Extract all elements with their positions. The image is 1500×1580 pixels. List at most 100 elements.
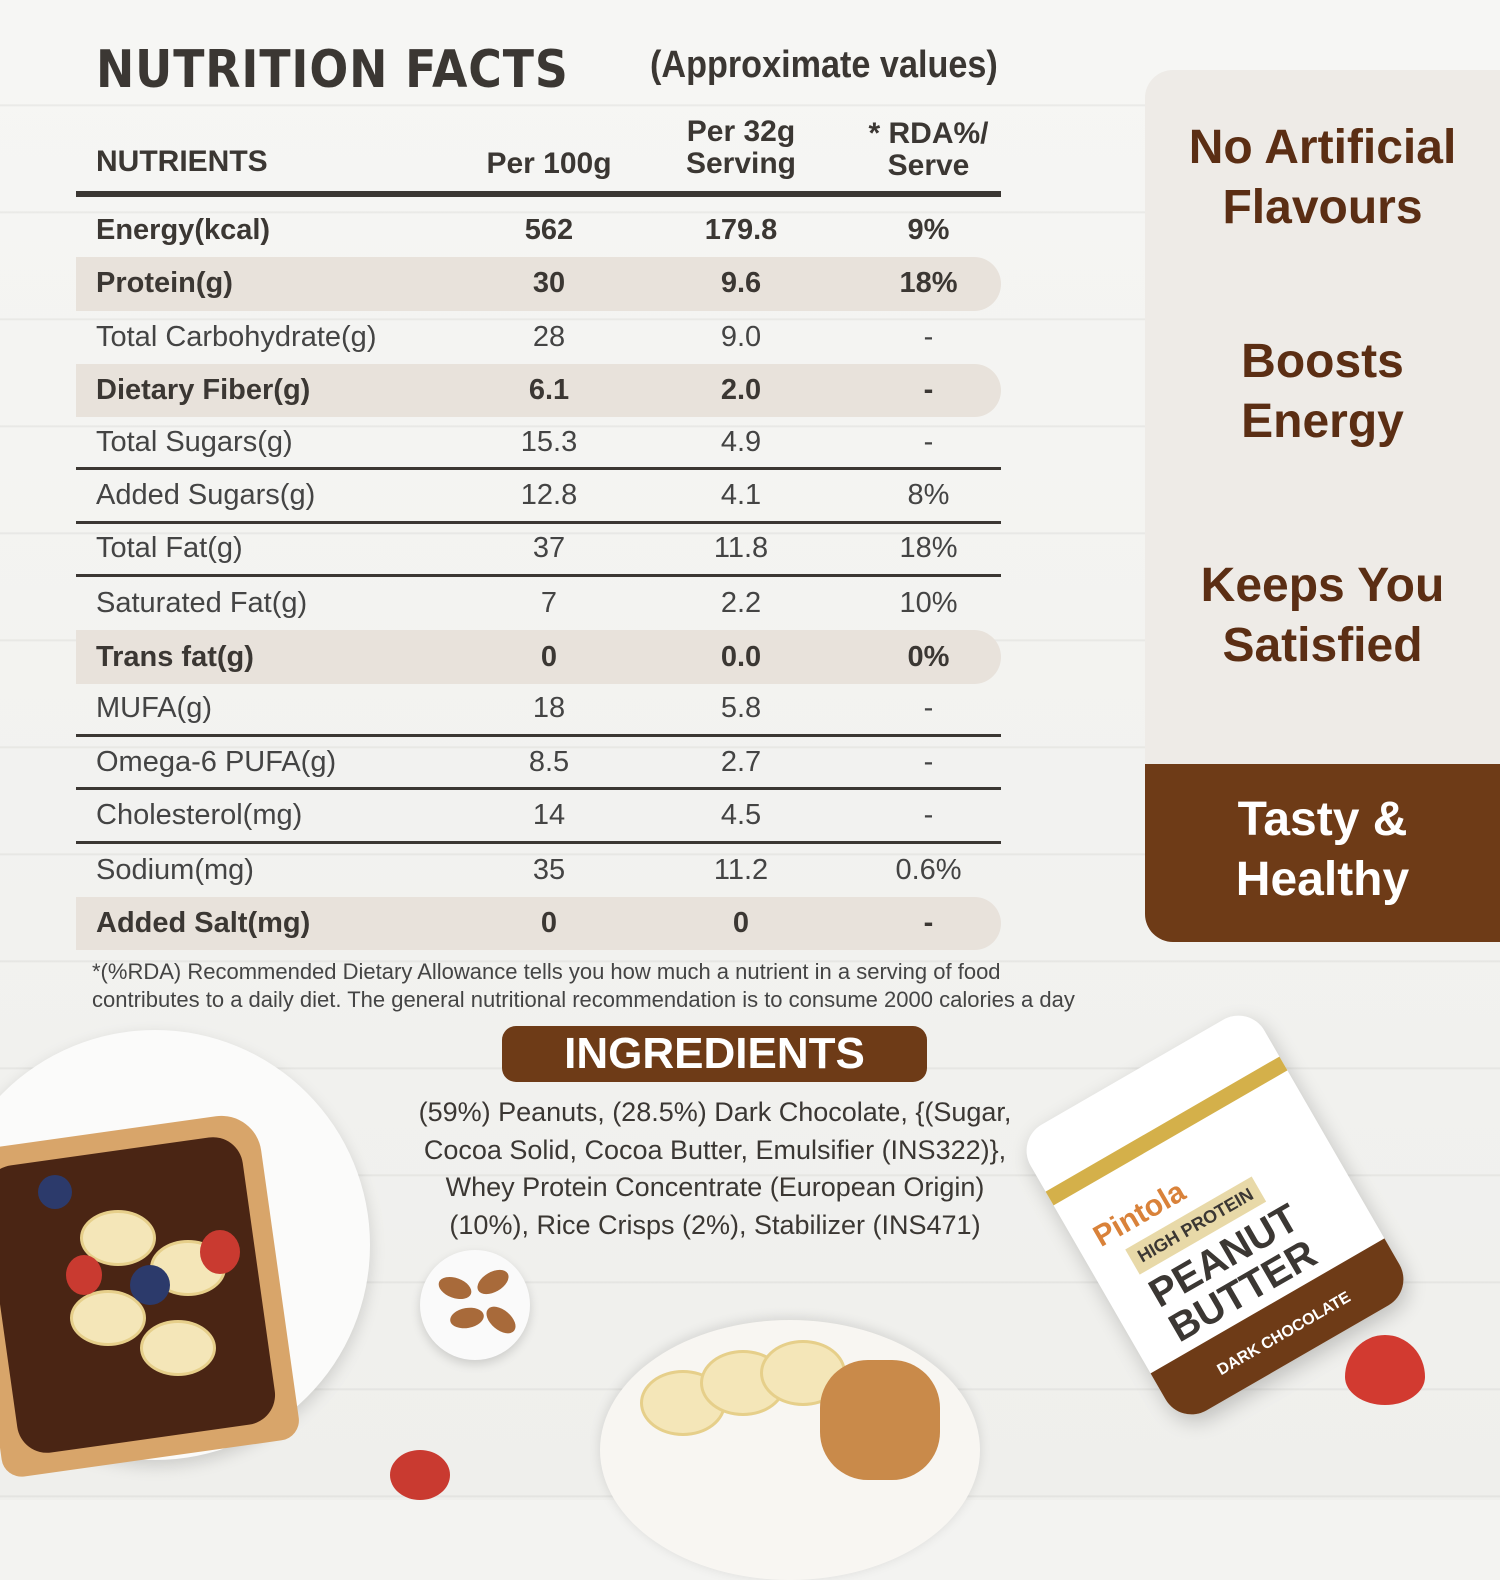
per-100g-value: 0: [540, 907, 558, 939]
per-serving-value: 2.0: [720, 374, 762, 407]
table-row: Protein(g) 30 9.6 18%: [76, 257, 1001, 311]
table-row: Dietary Fiber(g) 6.1 2.0 -: [76, 363, 1001, 418]
rda-value: 10%: [899, 587, 958, 620]
rda-value: -: [923, 320, 934, 353]
rda-value: -: [923, 798, 934, 831]
per-serving-value: 2.2: [720, 587, 762, 620]
nutrient-name: Cholesterol(mg): [96, 798, 303, 831]
ingredients-heading: INGREDIENTS: [502, 1026, 927, 1082]
rda-value: -: [923, 425, 934, 458]
rda-value: 8%: [907, 479, 950, 512]
column-header-per-100g: Per 100g: [486, 147, 612, 180]
table-row: MUFA(g) 18 5.8 -: [76, 684, 1001, 737]
per-100g-value: 37: [532, 532, 566, 565]
per-100g-value: 35: [532, 853, 566, 886]
almond-bowl-image: [420, 1250, 530, 1360]
benefit-line: Boosts: [1241, 335, 1404, 388]
per-serving-value: 5.8: [720, 692, 762, 725]
table-row: Total Carbohydrate(g) 28 9.0 -: [76, 311, 1001, 364]
per-100g-value: 8.5: [528, 745, 570, 778]
benefit-line: No Artificial: [1188, 121, 1457, 174]
per-serving-value: 11.8: [713, 532, 769, 565]
ingredients-line: Cocoa Solid, Cocoa Butter, Emulsifier (I…: [423, 1134, 1007, 1165]
rda-value: -: [923, 745, 934, 778]
table-row: Omega-6 PUFA(g) 8.5 2.7 -: [76, 737, 1001, 791]
almond-image: [448, 1305, 486, 1331]
rda-value: 9%: [907, 214, 950, 247]
table-row: Total Fat(g) 37 11.8 18%: [76, 524, 1001, 578]
nutrient-name: Total Carbohydrate(g): [96, 320, 377, 353]
table-row: Saturated Fat(g) 7 2.2 10%: [76, 577, 1001, 630]
nutrient-name: Energy(kcal): [96, 214, 271, 247]
nutrient-name: MUFA(g): [96, 692, 212, 725]
strawberry-slice-image: [66, 1255, 102, 1295]
ingredients-line: Whey Protein Concentrate (European Origi…: [445, 1172, 985, 1202]
per-serving-value: 0.0: [720, 640, 762, 673]
column-header-nutrients: NUTRIENTS: [96, 145, 268, 178]
nutrient-name: Trans fat(g): [96, 640, 254, 673]
per-serving-value: 0: [732, 907, 750, 939]
table-row: Trans fat(g) 0 0.0 0%: [76, 630, 1001, 684]
per-serving-value: 4.1: [720, 479, 762, 512]
almond-image: [481, 1301, 521, 1339]
column-header-per-serving: Per 32g Serving: [685, 115, 797, 180]
benefit-tasty-healthy: Tasty & Healthy: [1145, 764, 1500, 942]
per-serving-value: 4.5: [720, 798, 762, 831]
rda-value: -: [923, 907, 934, 939]
almond-image: [435, 1272, 475, 1304]
granola-image: [820, 1360, 940, 1480]
strawberry-image: [390, 1450, 450, 1500]
page-title: NUTRITION FACTS: [96, 40, 569, 100]
benefit-line: Flavours: [1222, 181, 1423, 234]
table-row: Added Salt(mg) 0 0 -: [76, 896, 1001, 951]
nutrient-name: Added Sugars(g): [96, 479, 316, 512]
header-divider: [76, 191, 1001, 197]
blueberry-image: [38, 1175, 72, 1209]
per-serving-value: 2.7: [720, 745, 762, 778]
benefit-keeps-you-satisfied: Keeps You Satisfied: [1145, 556, 1500, 676]
per-100g-value: 0: [540, 640, 558, 673]
per-100g-value: 30: [532, 267, 566, 300]
nutrient-name: Protein(g): [96, 267, 233, 300]
per-100g-value: 7: [540, 587, 558, 620]
banana-slice-image: [140, 1320, 216, 1376]
nutrition-table: Energy(kcal) 562 179.8 9% Protein(g) 30 9.6 18…: [76, 204, 1001, 951]
rda-value: 18%: [899, 267, 958, 300]
benefits-panel: No Artificial Flavours Boosts Energy Kee…: [1145, 70, 1500, 942]
benefit-line: Keeps You: [1200, 559, 1445, 612]
rda-value: -: [923, 374, 934, 407]
ingredients-line: (10%), Rice Crisps (2%), Stabilizer (INS…: [449, 1209, 981, 1240]
benefit-line: Tasty &: [1237, 793, 1408, 846]
strawberry-slice-image: [200, 1230, 240, 1274]
table-row: Added Sugars(g) 12.8 4.1 8%: [76, 470, 1001, 524]
approximate-values-note: (Approximate values): [650, 44, 998, 86]
nutrient-name: Sodium(mg): [96, 853, 254, 886]
rda-value: 18%: [899, 532, 958, 565]
benefit-no-artificial-flavours: No Artificial Flavours: [1145, 118, 1500, 238]
strawberry-image: [1345, 1335, 1425, 1405]
almond-image: [473, 1264, 513, 1300]
table-row: Cholesterol(mg) 14 4.5 -: [76, 790, 1001, 844]
per-serving-value: 11.2: [713, 853, 769, 886]
ingredients-line: (59%) Peanuts, (28.5%) Dark Chocolate, {…: [418, 1097, 1012, 1127]
per-100g-value: 6.1: [528, 374, 570, 407]
nutrient-name: Saturated Fat(g): [96, 587, 308, 620]
per-serving-value: 9.0: [720, 320, 762, 353]
banana-slice-image: [70, 1290, 146, 1346]
rda-value: 0%: [907, 640, 950, 673]
table-row: Energy(kcal) 562 179.8 9%: [76, 204, 1001, 257]
nutrient-name: Added Salt(mg): [96, 907, 311, 939]
per-100g-value: 14: [532, 798, 566, 831]
benefit-boosts-energy: Boosts Energy: [1145, 332, 1500, 452]
per-100g-value: 15.3: [520, 425, 578, 458]
nutrient-name: Total Sugars(g): [96, 425, 293, 458]
nutrient-name: Total Fat(g): [96, 532, 243, 565]
blueberry-image: [130, 1265, 170, 1305]
table-row: Total Sugars(g) 15.3 4.9 -: [76, 417, 1001, 471]
table-row: Sodium(mg) 35 11.2 0.6%: [76, 844, 1001, 897]
nutrient-name: Dietary Fiber(g): [96, 374, 311, 407]
benefit-line: Healthy: [1235, 853, 1410, 906]
benefit-line: Energy: [1241, 395, 1404, 448]
per-100g-value: 562: [524, 214, 574, 247]
rda-value: -: [923, 692, 934, 725]
